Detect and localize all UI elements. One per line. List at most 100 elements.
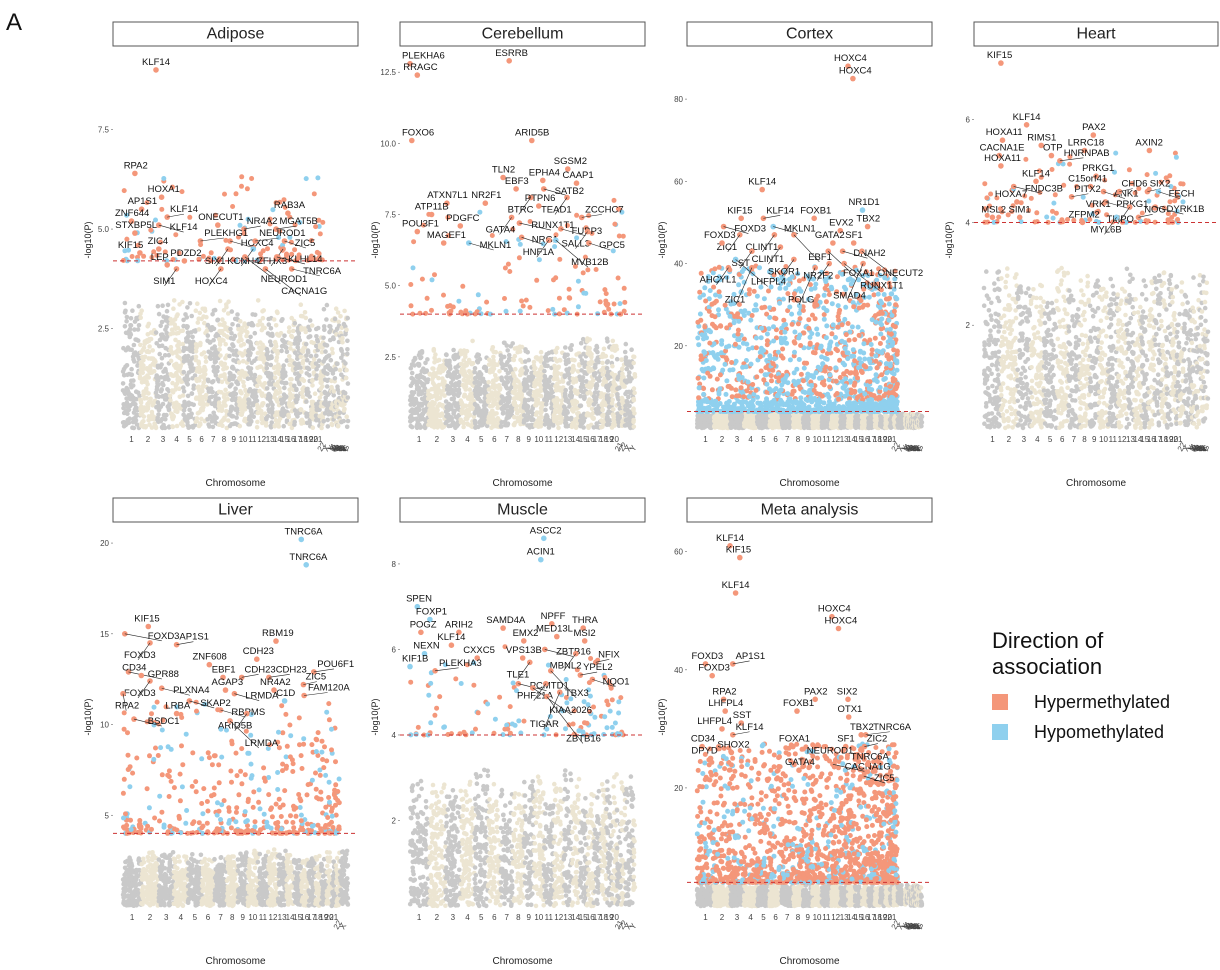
background-point bbox=[455, 405, 461, 411]
gene-label: ARID5B bbox=[515, 128, 549, 139]
background-point bbox=[182, 416, 188, 421]
background-point bbox=[494, 384, 499, 389]
background-point bbox=[513, 406, 519, 412]
gene-annotation: ARID5B bbox=[515, 128, 549, 144]
background-point bbox=[165, 302, 171, 308]
background-point bbox=[585, 339, 590, 344]
background-point bbox=[503, 381, 508, 387]
background-point bbox=[593, 396, 599, 401]
background-point bbox=[441, 382, 446, 388]
background-point bbox=[124, 385, 129, 391]
background-point bbox=[333, 366, 339, 372]
background-point bbox=[344, 414, 350, 420]
background-point bbox=[287, 354, 292, 359]
background-point bbox=[567, 393, 572, 398]
background-point bbox=[785, 413, 791, 419]
x-tick-label: 3 bbox=[451, 435, 456, 444]
background-points bbox=[120, 298, 351, 431]
background-point bbox=[309, 323, 315, 328]
background-points bbox=[407, 336, 638, 431]
background-point bbox=[185, 377, 191, 382]
x-tick-label: 6 bbox=[199, 435, 204, 444]
background-point bbox=[171, 330, 176, 336]
background-point bbox=[247, 353, 253, 358]
background-point bbox=[188, 414, 194, 420]
background-point bbox=[211, 337, 216, 343]
background-point bbox=[159, 343, 165, 349]
background-point bbox=[299, 369, 304, 375]
background-point bbox=[344, 327, 349, 333]
background-point bbox=[289, 334, 295, 340]
background-point bbox=[447, 364, 452, 370]
background-point bbox=[486, 379, 492, 385]
background-point bbox=[178, 363, 183, 369]
background-point bbox=[475, 360, 481, 365]
background-point bbox=[512, 388, 518, 394]
background-point bbox=[501, 354, 507, 360]
background-point bbox=[493, 349, 499, 355]
gene-point bbox=[466, 240, 472, 246]
background-point bbox=[164, 334, 170, 340]
background-point bbox=[233, 386, 238, 392]
significant-point bbox=[233, 191, 239, 197]
background-point bbox=[345, 315, 351, 321]
background-point bbox=[200, 306, 205, 312]
background-point bbox=[623, 341, 629, 347]
background-point bbox=[579, 368, 584, 373]
gene-point bbox=[158, 194, 165, 200]
background-point bbox=[128, 316, 134, 321]
background-point bbox=[221, 308, 227, 313]
background-point bbox=[166, 424, 172, 430]
significant-point bbox=[575, 278, 581, 284]
gene-label: SALL3 bbox=[562, 239, 591, 250]
background-point bbox=[268, 326, 274, 331]
background-point bbox=[154, 394, 159, 399]
background-point bbox=[252, 330, 258, 336]
background-point bbox=[529, 417, 534, 423]
background-point bbox=[345, 347, 350, 352]
background-point bbox=[194, 418, 199, 424]
background-point bbox=[444, 358, 449, 364]
background-point bbox=[314, 353, 319, 359]
background-point bbox=[324, 317, 329, 322]
background-point bbox=[133, 350, 138, 355]
background-point bbox=[211, 379, 216, 384]
background-point bbox=[624, 389, 629, 395]
background-point bbox=[430, 372, 435, 378]
background-point bbox=[212, 307, 218, 313]
background-point bbox=[187, 301, 193, 306]
gene-point bbox=[457, 223, 464, 229]
background-point bbox=[514, 410, 520, 416]
background-point bbox=[198, 407, 204, 412]
significant-point bbox=[222, 191, 227, 197]
background-point bbox=[138, 315, 143, 321]
background-point bbox=[593, 365, 598, 370]
gene-point bbox=[414, 72, 421, 78]
background-point bbox=[145, 404, 151, 410]
significant-point bbox=[617, 301, 623, 307]
background-point bbox=[283, 373, 288, 379]
background-point bbox=[230, 342, 235, 347]
background-point bbox=[697, 416, 703, 422]
background-point bbox=[181, 385, 186, 390]
background-point bbox=[611, 422, 616, 427]
background-point bbox=[147, 399, 152, 405]
background-point bbox=[288, 346, 293, 351]
background-point bbox=[131, 342, 137, 348]
background-point bbox=[568, 385, 574, 391]
background-point bbox=[191, 366, 196, 371]
background-point bbox=[609, 393, 615, 398]
background-point bbox=[517, 372, 523, 378]
background-point bbox=[321, 335, 326, 341]
x-tick-label: 10 bbox=[534, 435, 543, 444]
background-point bbox=[157, 351, 162, 357]
gene-annotation: FOXO6 bbox=[402, 128, 434, 144]
gene-label: POU3F1 bbox=[402, 219, 439, 230]
background-point bbox=[522, 402, 527, 408]
background-point bbox=[142, 341, 147, 347]
background-point bbox=[296, 331, 302, 336]
background-point bbox=[230, 322, 235, 327]
gene-annotation: KLF14 bbox=[164, 204, 198, 220]
background-point bbox=[314, 334, 319, 339]
x-tick-label: 9 bbox=[527, 435, 532, 444]
